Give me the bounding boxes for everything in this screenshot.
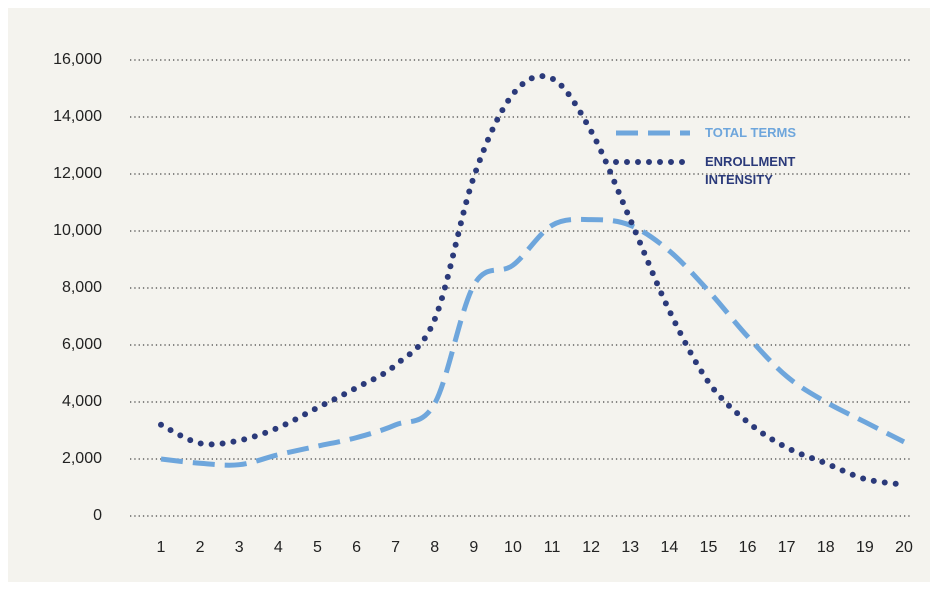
x-tick-label: 19	[856, 539, 874, 556]
y-tick-label: 12,000	[53, 165, 102, 182]
x-tick-label: 2	[196, 539, 205, 556]
x-tick-label: 16	[739, 539, 757, 556]
y-tick-label: 2,000	[62, 450, 102, 467]
x-tick-label: 7	[391, 539, 400, 556]
y-tick-label: 4,000	[62, 393, 102, 410]
y-tick-label: 6,000	[62, 336, 102, 353]
y-tick-label: 16,000	[53, 51, 102, 68]
x-tick-label: 13	[621, 539, 639, 556]
x-tick-label: 1	[157, 539, 166, 556]
x-tick-label: 18	[817, 539, 835, 556]
x-tick-label: 20	[895, 539, 913, 556]
x-tick-label: 14	[660, 539, 678, 556]
x-tick-label: 17	[778, 539, 796, 556]
x-tick-label: 3	[235, 539, 244, 556]
x-tick-label: 4	[274, 539, 283, 556]
series-line	[160, 216, 906, 468]
x-tick-label: 11	[544, 539, 561, 556]
x-tick-label: 6	[352, 539, 361, 556]
x-tick-label: 9	[469, 539, 478, 556]
legend-label: TOTAL TERMS	[705, 125, 796, 140]
x-tick-label: 15	[700, 539, 718, 556]
x-tick-label: 8	[430, 539, 439, 556]
x-tick-label: 12	[582, 539, 600, 556]
series-line	[158, 73, 907, 488]
x-tick-label: 5	[313, 539, 322, 556]
y-tick-label: 0	[93, 507, 102, 524]
legend-label: ENROLLMENT INTENSITY	[705, 154, 796, 187]
y-tick-label: 8,000	[62, 279, 102, 296]
y-tick-label: 10,000	[53, 222, 102, 239]
x-tick-label: 10	[504, 539, 522, 556]
y-tick-label: 14,000	[53, 108, 102, 125]
